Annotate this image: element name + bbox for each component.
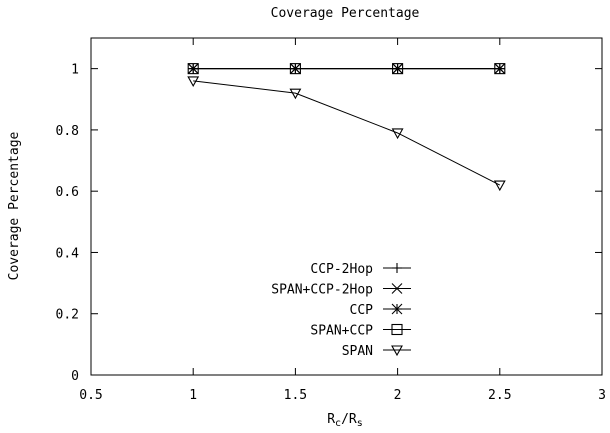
legend: CCP-2Hop SPAN+CCP-2Hop CCP SPAN+CCP SPAN: [271, 262, 411, 359]
legend-marker: [391, 345, 403, 357]
chart-title: Coverage Percentage: [271, 6, 420, 21]
data-point: [289, 63, 301, 75]
y-tick-label: 0.2: [56, 308, 79, 323]
legend-marker: [391, 283, 403, 294]
series-triangle-down: [187, 76, 506, 192]
legend-label: SPAN+CCP: [310, 324, 373, 339]
x-tick-label: 3: [598, 388, 606, 403]
y-tick-label: 0.8: [56, 124, 79, 139]
y-tick-label: 1: [71, 63, 79, 78]
legend-marker: [391, 323, 403, 336]
series-layer: [187, 63, 506, 192]
x-tick-label: 0.5: [79, 388, 102, 403]
y-tick-label: 0.4: [56, 246, 80, 261]
y-axis-label: Coverage Percentage: [7, 131, 22, 280]
legend-marker: [391, 303, 403, 315]
plot-area-frame: [90, 37, 603, 376]
legend-label: SPAN+CCP-2Hop: [271, 283, 373, 298]
legend-entry: SPAN: [342, 344, 411, 359]
data-point: [392, 63, 404, 75]
data-point: [392, 63, 404, 75]
data-point: [494, 63, 506, 75]
legend-marker: [391, 345, 403, 357]
data-point: [187, 63, 199, 75]
x-tick-label: 2.5: [488, 388, 511, 403]
data-point: [187, 63, 199, 75]
data-point: [391, 128, 404, 140]
series-line: [193, 80, 501, 186]
legend-marker: [392, 263, 402, 273]
legend-label: CCP: [350, 303, 374, 318]
legend-entry: SPAN+CCP-2Hop: [271, 283, 411, 298]
data-point: [494, 63, 506, 75]
legend-marker: [391, 323, 403, 336]
data-point: [289, 88, 302, 100]
legend-label: CCP-2Hop: [310, 262, 373, 277]
series-square: [187, 63, 506, 75]
x-tick-label: 1.5: [284, 388, 307, 403]
y-tick-label: 0.6: [56, 185, 79, 200]
data-point: [493, 180, 506, 192]
legend-entry: SPAN+CCP: [310, 324, 411, 339]
data-point: [289, 63, 301, 75]
data-point: [187, 76, 200, 88]
x-tick-label: 1: [189, 388, 197, 403]
legend-entry: CCP-2Hop: [310, 262, 411, 277]
legend-entry: CCP: [350, 303, 411, 318]
legend-marker: [391, 283, 403, 294]
legend-label: SPAN: [342, 344, 373, 359]
x-axis-label: Rc/Rs: [327, 412, 363, 429]
axis-ticks: 0.5 1 1.5 2 2.5 3 0 0.2 0.4 0.6 0.8 1: [56, 38, 606, 403]
data-point: [493, 180, 506, 192]
x-tick-label: 2: [394, 388, 402, 403]
data-point: [187, 76, 200, 88]
data-point: [289, 88, 302, 100]
y-tick-label: 0: [71, 369, 79, 384]
legend-marker: [391, 303, 403, 315]
data-point: [391, 128, 404, 140]
